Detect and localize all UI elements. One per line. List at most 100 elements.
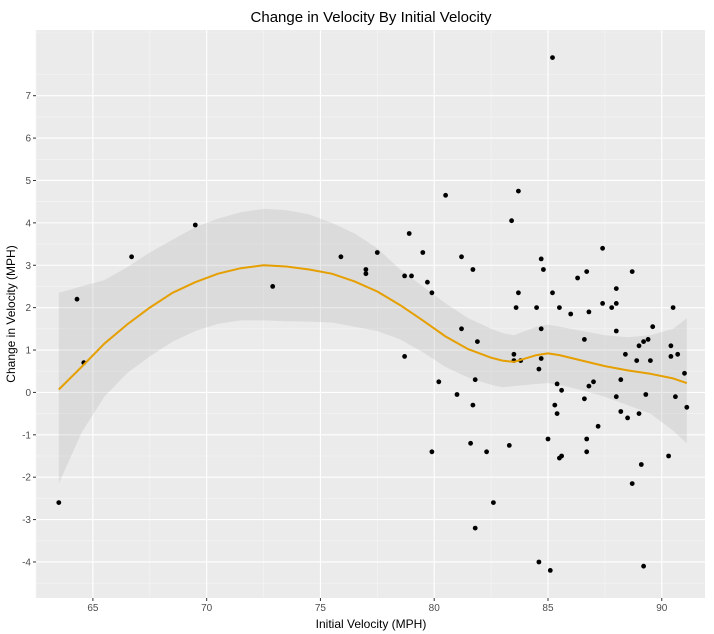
- data-point: [552, 402, 558, 408]
- data-point: [613, 301, 619, 306]
- data-point: [559, 453, 564, 459]
- data-point: [613, 286, 619, 291]
- data-point: [666, 453, 671, 459]
- data-point: [511, 351, 517, 357]
- data-point: [600, 245, 605, 251]
- data-point: [582, 396, 587, 402]
- data-point: [595, 423, 601, 429]
- data-point: [641, 339, 646, 344]
- y-tick-label: 0: [25, 388, 31, 399]
- data-point: [547, 568, 553, 573]
- y-tick-label: 6: [25, 134, 31, 145]
- data-point: [459, 254, 464, 260]
- smoothed-trend-line: [58, 264, 688, 391]
- data-point: [516, 188, 521, 194]
- data-point: [648, 358, 653, 363]
- data-point: [506, 443, 512, 448]
- y-tick-label: -1: [22, 430, 31, 441]
- data-point: [192, 222, 198, 228]
- data-point: [402, 273, 407, 279]
- y-tick-label: 7: [25, 91, 31, 102]
- data-point: [536, 559, 542, 565]
- x-axis: 65 70 75 80 85 90: [87, 598, 668, 614]
- data-point: [484, 449, 489, 455]
- x-tick-label: 65: [87, 603, 99, 614]
- data-point: [56, 500, 62, 505]
- data-point: [429, 449, 435, 455]
- minor-grid: [35, 30, 705, 598]
- x-axis-title: Initial Velocity (MPH): [316, 617, 427, 631]
- y-tick-label: -2: [22, 473, 31, 484]
- data-point: [618, 409, 624, 414]
- data-point: [554, 381, 560, 387]
- confidence-band: [58, 208, 687, 484]
- data-point: [406, 231, 412, 236]
- data-point: [643, 392, 649, 397]
- data-point: [673, 394, 678, 400]
- data-point: [675, 351, 681, 357]
- plot-panel: [36, 30, 705, 598]
- data-point: [74, 296, 80, 302]
- major-grid: [36, 30, 705, 598]
- data-point: [600, 301, 605, 306]
- data-point: [338, 254, 344, 260]
- data-point: [609, 305, 615, 310]
- data-point: [650, 324, 656, 330]
- data-point: [436, 379, 442, 385]
- data-point: [568, 311, 574, 317]
- data-point: [534, 305, 539, 310]
- data-point: [618, 377, 624, 383]
- y-tick-label: 4: [25, 218, 31, 229]
- data-point: [129, 254, 135, 260]
- data-point: [613, 328, 619, 334]
- data-point: [629, 269, 635, 274]
- data-point: [636, 411, 642, 416]
- data-point: [454, 392, 460, 397]
- x-tick-label: 70: [201, 603, 213, 614]
- data-point: [402, 354, 407, 359]
- y-tick-label: 3: [25, 261, 31, 272]
- data-point: [470, 402, 476, 408]
- x-tick-label: 90: [656, 603, 668, 614]
- data-point: [475, 339, 480, 344]
- chart-title: Change in Velocity By Initial Velocity: [251, 9, 492, 26]
- data-point: [363, 267, 369, 272]
- x-tick-label: 85: [542, 603, 554, 614]
- data-point: [668, 343, 674, 349]
- data-point: [538, 326, 544, 332]
- data-point: [443, 192, 448, 198]
- data-point: [557, 305, 562, 310]
- data-point: [270, 284, 276, 289]
- data-point: [472, 525, 478, 531]
- data-point: [625, 415, 630, 421]
- data-point: [470, 267, 476, 272]
- data-point: [429, 290, 435, 296]
- y-tick-label: 5: [25, 176, 31, 187]
- data-point: [584, 436, 590, 442]
- data-point: [459, 326, 464, 332]
- data-point: [682, 370, 687, 376]
- data-point: [641, 563, 646, 569]
- data-point: [538, 356, 544, 361]
- data-point: [425, 279, 430, 285]
- y-tick-label: 2: [25, 303, 31, 314]
- data-point: [636, 343, 642, 349]
- data-point: [509, 218, 514, 224]
- y-tick-label: -4: [22, 557, 31, 568]
- data-point: [638, 462, 644, 467]
- data-point: [550, 290, 555, 296]
- x-tick-label: 80: [429, 603, 441, 614]
- data-point: [582, 337, 587, 342]
- data-points: [56, 55, 690, 573]
- y-tick-label: -3: [22, 515, 31, 526]
- data-point: [550, 55, 555, 60]
- data-point: [545, 436, 551, 442]
- y-axis: -4 -3 -2 -1 0 1 2 3 4 5 6 7: [22, 91, 36, 568]
- data-point: [420, 250, 426, 255]
- data-point: [591, 379, 596, 385]
- x-tick-label: 75: [315, 603, 327, 614]
- data-point: [668, 354, 674, 359]
- y-tick-label: 1: [25, 346, 31, 357]
- data-point: [586, 383, 592, 389]
